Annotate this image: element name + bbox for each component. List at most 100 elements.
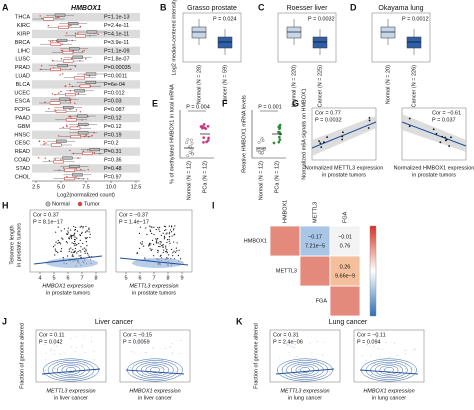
dot xyxy=(66,125,68,128)
dot xyxy=(77,32,79,34)
dot xyxy=(160,234,162,236)
dot xyxy=(73,238,76,241)
dot xyxy=(143,245,145,247)
dot xyxy=(74,351,76,353)
dot xyxy=(81,50,84,53)
dot xyxy=(79,25,82,28)
dot xyxy=(309,342,311,344)
dot xyxy=(76,243,78,246)
dot xyxy=(54,109,56,111)
p-value: P=0.12 xyxy=(104,124,122,130)
dot xyxy=(162,245,164,247)
group-label: Cancer (N = 225) xyxy=(317,65,323,108)
row-band xyxy=(32,113,140,123)
dot xyxy=(94,370,96,372)
dot xyxy=(293,346,295,348)
contour xyxy=(47,360,95,380)
dot xyxy=(260,138,264,142)
dot xyxy=(43,374,45,376)
p-value: P = 0.0032 xyxy=(308,16,335,22)
dot xyxy=(163,238,165,240)
contour xyxy=(150,367,160,373)
dot xyxy=(66,255,69,257)
dot xyxy=(59,243,62,245)
dot xyxy=(54,250,57,252)
dot xyxy=(74,65,77,68)
dot xyxy=(161,244,163,247)
dot xyxy=(68,250,70,253)
dot xyxy=(173,241,175,243)
box-tumor xyxy=(69,126,81,130)
dot xyxy=(79,249,81,252)
contour xyxy=(61,365,81,375)
p-value: P = 0.024 xyxy=(213,16,237,22)
corr-p: 7.21e−5 xyxy=(305,243,325,249)
box-normal xyxy=(67,22,79,26)
dot xyxy=(136,336,138,338)
dot xyxy=(371,373,373,375)
dot xyxy=(66,233,68,235)
dot xyxy=(85,238,87,240)
cancer-type: ESCA xyxy=(15,99,30,105)
stat-text: P = 0.037 xyxy=(432,117,456,123)
axis-label: HMBOX1 expression xyxy=(363,388,414,394)
row-band xyxy=(32,97,140,106)
dot xyxy=(60,90,62,93)
contour xyxy=(131,360,179,380)
axis-label: Normalized METTL3 expression xyxy=(305,165,384,171)
box-tumor xyxy=(55,109,67,113)
dot xyxy=(82,225,84,228)
dot xyxy=(164,226,167,228)
dot xyxy=(75,335,77,337)
dot xyxy=(91,134,93,137)
dot xyxy=(93,351,95,353)
dot xyxy=(365,359,367,361)
tick-label: 6 xyxy=(138,275,141,281)
dot xyxy=(164,236,166,238)
row-band xyxy=(32,29,140,39)
dot xyxy=(79,239,81,241)
dot xyxy=(146,233,148,236)
dot xyxy=(157,226,159,229)
p-value: P=0.00035 xyxy=(104,65,131,71)
box-tumor xyxy=(53,160,64,164)
dot xyxy=(165,233,167,235)
dot xyxy=(329,371,331,373)
dot xyxy=(52,40,54,42)
group-label: Normal (N = 20) xyxy=(385,65,391,104)
dot xyxy=(60,50,62,52)
panel-title: Grasso prostate xyxy=(187,5,237,12)
dot xyxy=(74,250,76,252)
dot xyxy=(91,336,93,338)
dot xyxy=(67,232,69,234)
dot xyxy=(138,340,140,342)
dot xyxy=(435,132,438,135)
dot xyxy=(68,25,70,27)
dot xyxy=(257,148,261,152)
dot xyxy=(130,351,132,353)
dot xyxy=(85,58,87,60)
dot xyxy=(58,92,60,94)
dot xyxy=(71,242,73,244)
dot xyxy=(69,115,72,118)
dot xyxy=(382,348,384,350)
contour xyxy=(277,358,333,382)
dot xyxy=(341,138,344,141)
dot xyxy=(168,240,170,242)
dot xyxy=(145,361,147,363)
dot xyxy=(176,250,178,252)
dot xyxy=(61,365,63,367)
dot xyxy=(174,225,176,227)
axis-label: in lung cancer xyxy=(288,395,322,401)
p-value: P=0.0011 xyxy=(104,73,127,79)
axis-label: in prostate tumors xyxy=(322,172,366,178)
dot xyxy=(166,239,169,241)
dot xyxy=(68,237,70,239)
panel-letter: H xyxy=(2,200,9,210)
dot xyxy=(316,360,318,362)
dot xyxy=(168,225,170,227)
dot xyxy=(71,237,73,239)
stat-text: Cor = 0.37 xyxy=(33,212,59,218)
corr-cell xyxy=(329,225,361,257)
dot xyxy=(163,235,166,237)
